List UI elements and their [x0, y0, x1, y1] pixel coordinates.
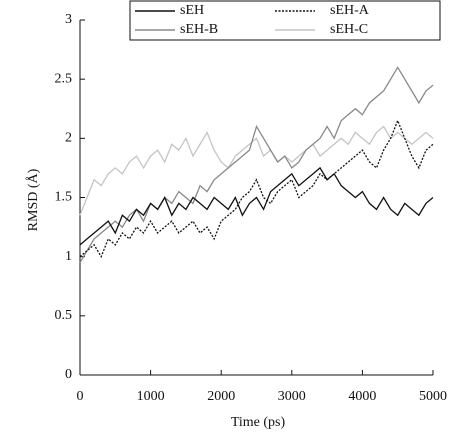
x-tick-label: 0 [77, 389, 84, 404]
y-axis-label: RMSD (Å) [25, 168, 41, 231]
y-tick-label: 2 [65, 131, 72, 146]
series-line [79, 118, 434, 259]
x-tick-label: 4000 [348, 389, 376, 404]
y-tick-label: 2.5 [55, 71, 73, 86]
x-axis-label: Time (ps) [231, 415, 286, 430]
legend-label: sEH-C [330, 22, 368, 37]
y-tick-label: 1 [65, 249, 72, 264]
legend-box [129, 0, 441, 41]
x-tick-label: 2000 [207, 389, 235, 404]
x-tick-label: 3000 [278, 389, 306, 404]
series-line [79, 66, 434, 263]
legend-label: sEH-A [330, 3, 370, 18]
x-tick-label: 5000 [419, 389, 447, 404]
legend-label: sEH [180, 3, 204, 18]
y-tick-label: 0 [65, 367, 72, 382]
legend-label: sEH-B [180, 22, 218, 37]
y-tick-label: 3 [65, 12, 72, 27]
series-line [79, 125, 434, 216]
y-tick-label: 1.5 [55, 190, 73, 205]
series-line [79, 166, 434, 246]
y-tick-label: 0.5 [55, 308, 73, 323]
x-tick-label: 1000 [137, 389, 165, 404]
